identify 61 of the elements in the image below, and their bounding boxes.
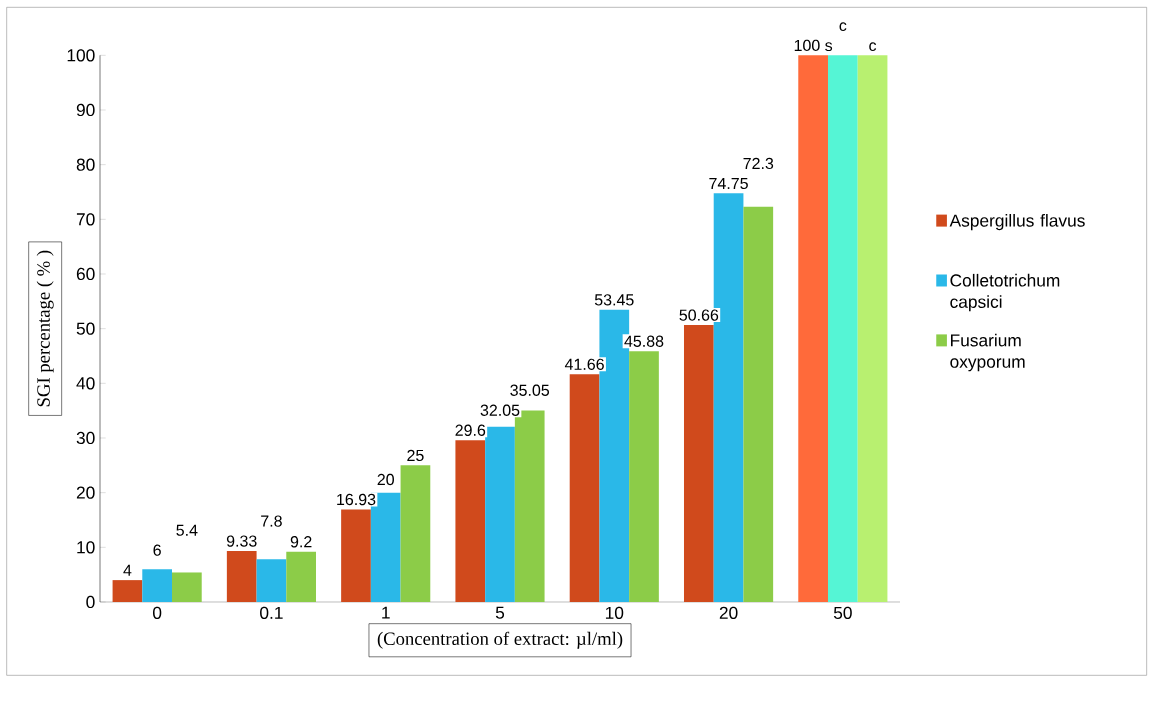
- y-tick-label: 30: [76, 431, 95, 445]
- data-label: 20: [377, 473, 394, 486]
- data-label: 32.05: [480, 404, 520, 416]
- data-label: 7.8: [261, 515, 282, 527]
- data-label: 16.93: [337, 493, 376, 506]
- y-tick-label: 0: [86, 595, 95, 609]
- bar: [827, 55, 858, 602]
- data-label: 4: [123, 564, 132, 576]
- x-axis-title: (Concentration of extract: µl/ml): [377, 631, 623, 649]
- bar: [226, 550, 257, 602]
- y-tick-label: 70: [76, 213, 95, 226]
- data-label: 100 s: [794, 39, 833, 52]
- y-axis-title: SGI percentage ( % ): [36, 250, 54, 407]
- bar: [798, 55, 828, 602]
- x-tick-label: 5: [495, 606, 505, 619]
- data-label: 50.66: [679, 309, 719, 321]
- y-tick-label: 60: [76, 267, 95, 281]
- bar: [683, 325, 714, 602]
- x-tick-label: 0: [153, 606, 162, 619]
- bar: [341, 509, 371, 602]
- data-label: 41.66: [564, 358, 604, 370]
- data-label: 53.45: [594, 294, 634, 306]
- bar: [256, 559, 287, 602]
- data-label: 9.33: [226, 535, 257, 547]
- bar: [112, 580, 143, 602]
- legend-label: Colletotrichum capsici: [950, 273, 1060, 312]
- x-tick-label: 20: [719, 606, 738, 619]
- data-label: 35.05: [510, 384, 550, 396]
- legend-label: Fusarium oxyporum: [950, 333, 1025, 372]
- x-tick-label: 50: [833, 606, 852, 619]
- bar: [743, 206, 774, 602]
- data-label: 9.2: [290, 536, 312, 548]
- bar: [569, 374, 600, 602]
- y-tick-label: 80: [76, 158, 95, 171]
- x-tick-label: 10: [605, 606, 624, 619]
- bar: [629, 351, 659, 602]
- y-tick-label: 50: [76, 322, 95, 335]
- bar: [485, 426, 515, 602]
- x-tick-label: 0.1: [260, 606, 283, 619]
- data-label: 25: [407, 449, 424, 462]
- y-tick-label: 10: [77, 541, 95, 554]
- legend-label: Aspergillus flavus: [949, 213, 1085, 231]
- y-tick-label: 40: [76, 377, 95, 390]
- data-label: 6: [153, 544, 161, 556]
- data-label: 45.88: [624, 335, 664, 347]
- y-tick-label: 100: [67, 49, 95, 62]
- bar: [455, 440, 486, 602]
- y-tick-label: 90: [76, 103, 95, 117]
- data-label: c: [869, 42, 877, 52]
- bar: [400, 465, 431, 602]
- bar: [172, 572, 202, 602]
- bar: [857, 55, 888, 602]
- data-label: 72.3: [743, 157, 774, 170]
- data-label: 5.4: [176, 524, 198, 536]
- bar: [286, 551, 316, 602]
- data-label: c: [839, 22, 847, 32]
- data-label: 74.75: [709, 177, 748, 190]
- data-label: 29.6: [455, 424, 486, 436]
- x-tick-label: 1: [382, 606, 390, 619]
- y-tick-label: 20: [76, 486, 95, 499]
- bar: [142, 569, 172, 602]
